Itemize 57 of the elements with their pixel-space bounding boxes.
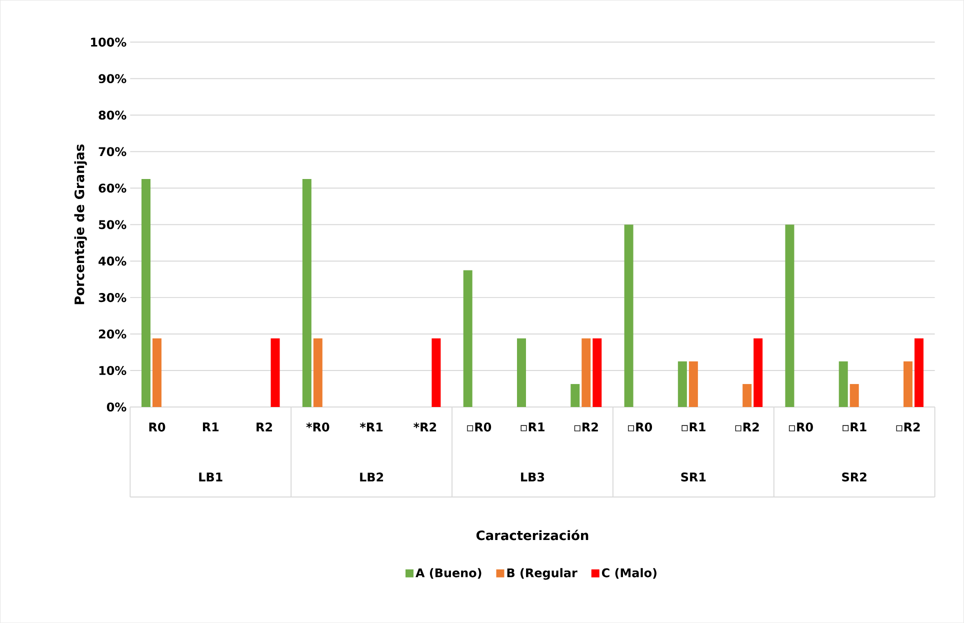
legend-label: A (Bueno) <box>416 568 482 579</box>
bar <box>463 270 472 407</box>
x-tick-label: ▫R1 <box>520 422 544 432</box>
x-tick-label: ▫R1 <box>842 422 866 432</box>
x-tick-label: ▫R2 <box>574 422 598 432</box>
bar <box>914 338 924 407</box>
legend-label: B (Regular <box>507 568 578 580</box>
bar <box>141 178 150 407</box>
bar <box>570 384 580 407</box>
x-tick-label: ▫R2 <box>735 422 759 432</box>
y-tick-label: 10% <box>99 366 126 375</box>
bar <box>688 361 698 407</box>
y-tick-label: 30% <box>98 292 126 302</box>
bar <box>592 338 602 407</box>
bar <box>850 384 859 407</box>
y-tick-label: 0% <box>106 402 126 412</box>
text: LB1 <box>199 472 222 482</box>
bar <box>785 224 794 407</box>
x-tick-label: ▫R2 <box>896 422 920 432</box>
x-tick-label: R1 <box>202 422 219 432</box>
bar <box>582 338 591 407</box>
bar <box>270 338 280 407</box>
bar <box>302 178 312 407</box>
y-tick-label: 60% <box>98 184 126 193</box>
y-tick-label: 40% <box>98 256 126 266</box>
bar <box>754 338 763 407</box>
bar <box>838 361 848 407</box>
x-tick-label: *R0 <box>306 422 330 432</box>
y-tick-label: 50% <box>98 220 126 230</box>
y-tick-label: 90% <box>98 74 126 84</box>
x-tick-label: R0 <box>149 422 166 432</box>
x-tick-label: ▫R0 <box>628 422 652 432</box>
bar <box>742 384 752 407</box>
y-tick-label: 70% <box>98 147 126 156</box>
x-tick-label: ▫R0 <box>788 422 813 432</box>
bar <box>678 361 687 407</box>
bar <box>432 338 441 407</box>
text: LB2 <box>360 472 384 482</box>
text: SR1 <box>681 472 706 482</box>
bar <box>516 338 526 407</box>
bar <box>904 361 912 407</box>
y-tick-label: 80% <box>98 110 126 120</box>
x-tick-label: R2 <box>256 422 272 432</box>
x-tick-label: *R2 <box>414 422 436 432</box>
y-tick-label: 20% <box>98 329 126 339</box>
x-tick-label: ▫R1 <box>682 422 706 432</box>
bar <box>152 338 162 407</box>
text: SR2 <box>842 472 866 482</box>
text: LB3 <box>521 472 544 482</box>
legend-label: C (Malo) <box>602 568 656 579</box>
x-tick-label: ▫R0 <box>467 422 492 432</box>
bar <box>313 338 322 407</box>
text: Caracterización <box>476 530 588 540</box>
y-tick-label: 100% <box>91 38 126 47</box>
y-axis-title: Porcentaje de Granjas <box>74 144 87 304</box>
bar <box>624 224 634 407</box>
x-tick-label: *R1 <box>360 422 383 432</box>
